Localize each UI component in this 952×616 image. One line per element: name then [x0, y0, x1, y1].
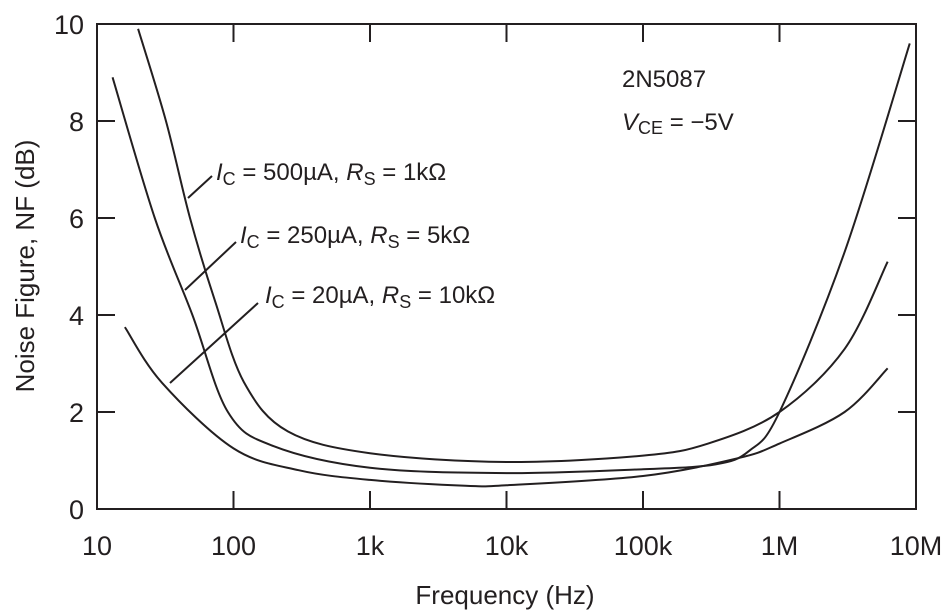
label-leader-line	[184, 241, 237, 291]
y-tick-label: 4	[69, 301, 84, 331]
y-tick-label: 6	[69, 204, 84, 234]
axes: 10 100 1k 10k 100k 1M 10M 0 2 4 6 8 10	[54, 10, 942, 561]
x-tick-label: 10M	[890, 531, 943, 561]
y-tick-label: 10	[54, 10, 84, 40]
curves	[111, 28, 911, 488]
y-axis-label: Noise Figure, NF (dB)	[10, 140, 40, 393]
vce-annotation: VCE = −5V	[622, 109, 734, 138]
x-axis-label: Frequency (Hz)	[415, 580, 594, 610]
x-tick-label: 1k	[356, 531, 385, 561]
x-tick-label: 10k	[485, 531, 529, 561]
x-tick-label: 100	[211, 531, 256, 561]
x-tick-label: 1M	[761, 531, 799, 561]
device-annotation: 2N5087	[622, 66, 706, 93]
x-tick-label: 100k	[614, 531, 673, 561]
series-label-2: IC = 250µA, RS = 5kΩ	[240, 222, 470, 252]
series-line-2	[111, 43, 911, 475]
x-tick-label: 10	[82, 531, 112, 561]
label-leader-line	[187, 175, 213, 199]
series-label-1: IC = 500µA, RS = 1kΩ	[216, 159, 446, 189]
plot-frame	[96, 23, 917, 510]
y-tick-label: 8	[69, 107, 84, 137]
y-tick-label: 0	[69, 495, 84, 525]
label-leader-line	[169, 302, 259, 384]
series-line-3	[124, 326, 889, 488]
y-tick-label: 2	[69, 398, 84, 428]
curve-labels: IC = 500µA, RS = 1kΩ IC = 250µA, RS = 5kΩ…	[169, 159, 495, 384]
series-label-3: IC = 20µA, RS = 10kΩ	[265, 282, 495, 312]
